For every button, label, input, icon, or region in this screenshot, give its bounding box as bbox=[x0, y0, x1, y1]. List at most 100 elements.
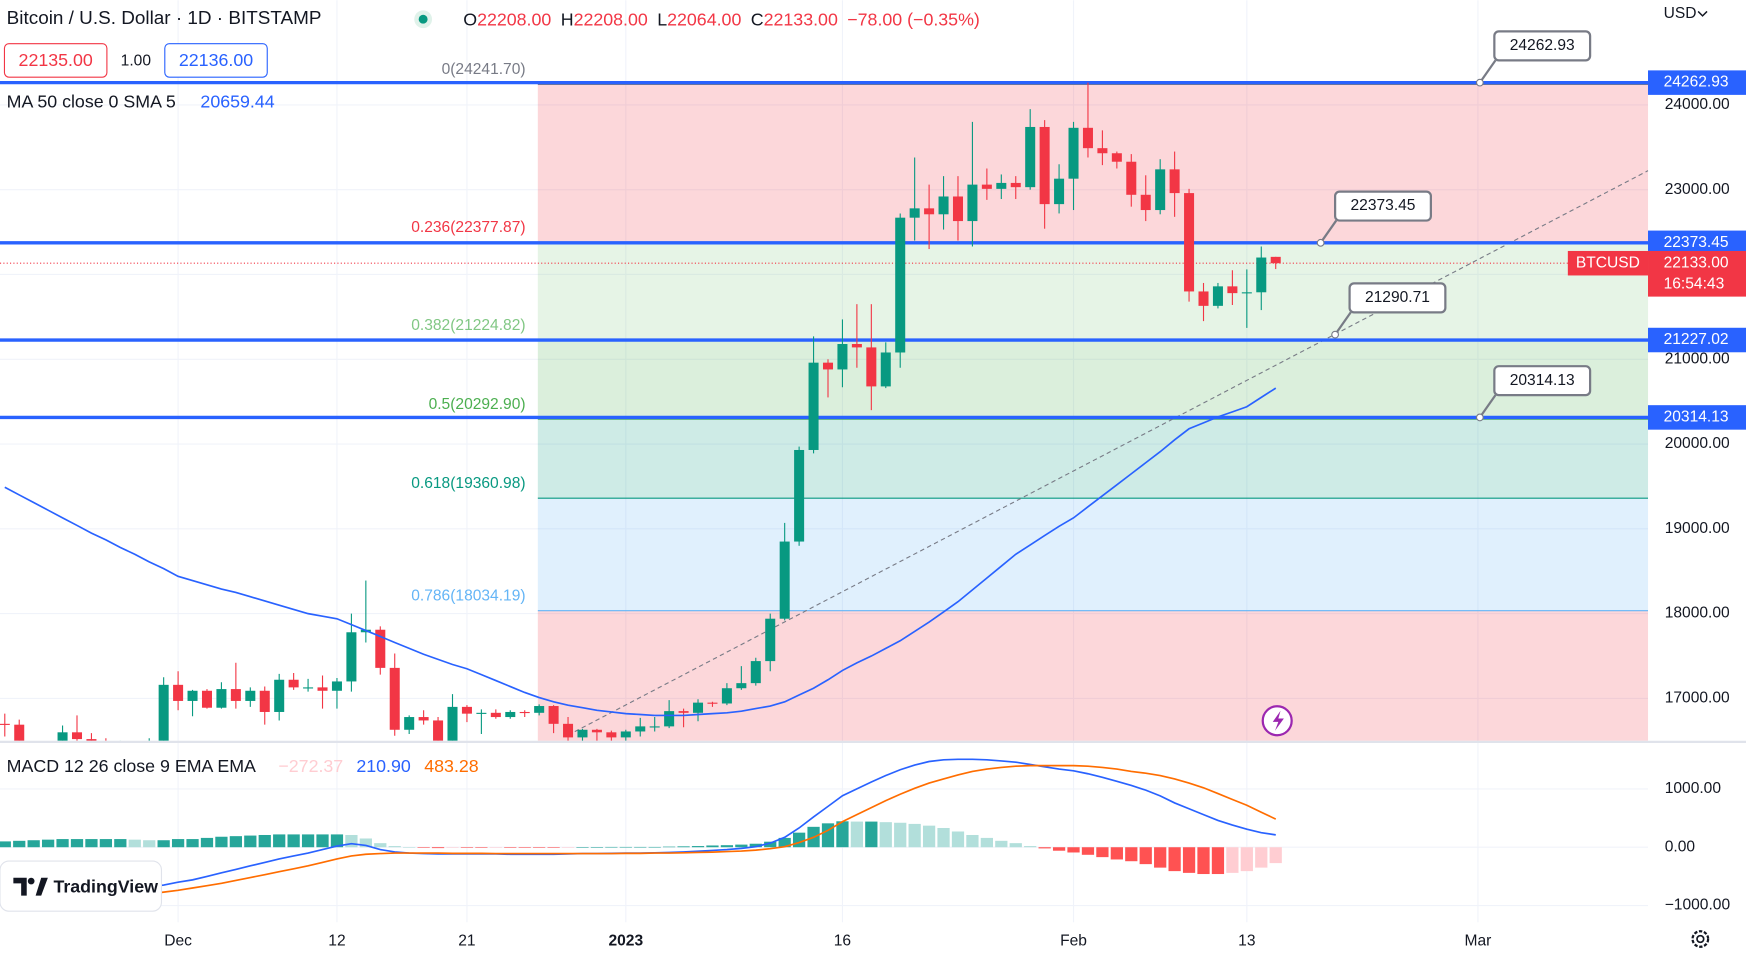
callout-leader bbox=[1478, 59, 1497, 84]
candle-body bbox=[389, 667, 400, 730]
histogram-bar bbox=[1081, 847, 1095, 855]
histogram-bar bbox=[663, 846, 676, 848]
candle-body bbox=[1025, 126, 1036, 188]
callout-box bbox=[1348, 282, 1447, 314]
histogram-bar bbox=[547, 847, 560, 848]
histogram-bar bbox=[749, 843, 762, 848]
candle-body bbox=[606, 732, 617, 738]
candle-body bbox=[678, 711, 689, 713]
x-tick-label: Feb bbox=[1060, 932, 1087, 949]
histogram-bar bbox=[330, 834, 344, 848]
countdown-label: 16:54:43 bbox=[1664, 275, 1725, 292]
histogram-bar bbox=[287, 834, 300, 848]
fib-label: 0.236(22377.87) bbox=[411, 219, 525, 236]
histogram-bar bbox=[359, 838, 372, 848]
ask-box[interactable] bbox=[164, 43, 268, 78]
ohlc-key: O bbox=[463, 9, 477, 29]
callout-anchor bbox=[1475, 78, 1484, 87]
ohlc-value: 22208.00 bbox=[574, 9, 648, 29]
histogram-bar bbox=[533, 847, 546, 848]
candle-body bbox=[1155, 169, 1166, 211]
histogram-bar bbox=[1067, 847, 1080, 853]
histogram-bar bbox=[446, 847, 459, 848]
candle-body bbox=[86, 739, 97, 741]
ohlc-key: C bbox=[751, 9, 764, 29]
candle-body bbox=[173, 684, 184, 701]
candle-body bbox=[808, 362, 819, 450]
histogram-bar bbox=[634, 846, 647, 848]
candle-body bbox=[996, 182, 1007, 189]
candle-body bbox=[1227, 286, 1238, 294]
bid-box[interactable] bbox=[3, 43, 108, 78]
histogram-bar bbox=[128, 839, 141, 848]
candle-body bbox=[71, 732, 83, 740]
histogram-bar bbox=[677, 846, 690, 848]
histogram-bar bbox=[1269, 847, 1282, 864]
candle-body bbox=[0, 723, 10, 725]
histogram-bar bbox=[1255, 847, 1268, 868]
histogram-bar bbox=[894, 822, 907, 848]
histogram-bar bbox=[157, 840, 170, 848]
candle-body bbox=[14, 724, 25, 741]
branding-text: TradingView bbox=[53, 876, 158, 896]
x-tick-label: 16 bbox=[834, 932, 851, 949]
callout-leader bbox=[1478, 394, 1497, 419]
candle-body bbox=[707, 702, 718, 704]
candle-body bbox=[418, 717, 429, 721]
candle-body bbox=[534, 706, 545, 713]
candle-body bbox=[1039, 126, 1050, 205]
histogram-bar bbox=[995, 840, 1008, 848]
ask-price: 22136.00 bbox=[179, 50, 253, 70]
histogram-bar bbox=[706, 845, 719, 848]
candle-body bbox=[837, 344, 848, 370]
symbol-title[interactable]: Bitcoin / U.S. Dollar · 1D · BITSTAMP bbox=[7, 8, 322, 29]
histogram-bar bbox=[489, 847, 502, 848]
currency-menu[interactable]: USD bbox=[1664, 5, 1697, 22]
callout-label: 24262.93 bbox=[1510, 37, 1575, 54]
histogram-bar bbox=[720, 845, 734, 848]
settings-icon-core bbox=[1696, 934, 1705, 944]
candle-body bbox=[721, 688, 732, 704]
callout-box bbox=[1493, 365, 1592, 397]
histogram-bar bbox=[460, 847, 474, 848]
fib-label: 0.786(18034.19) bbox=[411, 587, 525, 604]
histogram-bar bbox=[403, 847, 416, 848]
ma-legend: MA 50 close 0 SMA 5 bbox=[7, 91, 176, 111]
histogram-bar bbox=[619, 846, 632, 848]
candle-body bbox=[158, 684, 169, 741]
histogram-bar bbox=[114, 839, 127, 848]
histogram-bar bbox=[431, 847, 445, 849]
symbol-tag-label: BTCUSD bbox=[1576, 254, 1640, 271]
candle-body bbox=[317, 687, 328, 691]
symbol-tag bbox=[1567, 250, 1649, 276]
histogram-bar bbox=[879, 822, 892, 848]
settings-icon[interactable] bbox=[1691, 930, 1710, 948]
histogram-bar bbox=[215, 836, 228, 848]
fib-zone bbox=[537, 242, 1649, 341]
histogram-bar bbox=[374, 843, 387, 848]
histogram-bar bbox=[1110, 847, 1123, 860]
candle-body bbox=[1256, 257, 1267, 293]
y-tick-label: 17000.00 bbox=[1665, 690, 1730, 707]
fib-zone bbox=[537, 610, 1649, 741]
histogram-bar bbox=[518, 847, 531, 848]
candle-body bbox=[981, 184, 992, 189]
y-tick-label: 19000.00 bbox=[1665, 520, 1730, 537]
histogram-bar bbox=[778, 837, 791, 848]
callout-box bbox=[1493, 30, 1592, 62]
price-tag-label: 24262.93 bbox=[1664, 74, 1729, 91]
branding-box[interactable] bbox=[0, 860, 163, 912]
histogram-bar bbox=[850, 821, 864, 848]
candle-body bbox=[938, 196, 949, 215]
candle-body bbox=[1212, 286, 1223, 306]
histogram-bar bbox=[590, 847, 604, 848]
histogram-bar bbox=[1154, 847, 1167, 868]
candle-body bbox=[880, 352, 891, 387]
candle-body bbox=[1054, 178, 1065, 205]
candle-body bbox=[490, 712, 501, 718]
fib-zone bbox=[537, 84, 1649, 243]
last-price-label: 22133.00 bbox=[1664, 254, 1729, 271]
market-status-dot bbox=[418, 14, 428, 24]
ohlc-value: 22064.00 bbox=[667, 9, 741, 29]
fib-zone bbox=[537, 498, 1649, 611]
